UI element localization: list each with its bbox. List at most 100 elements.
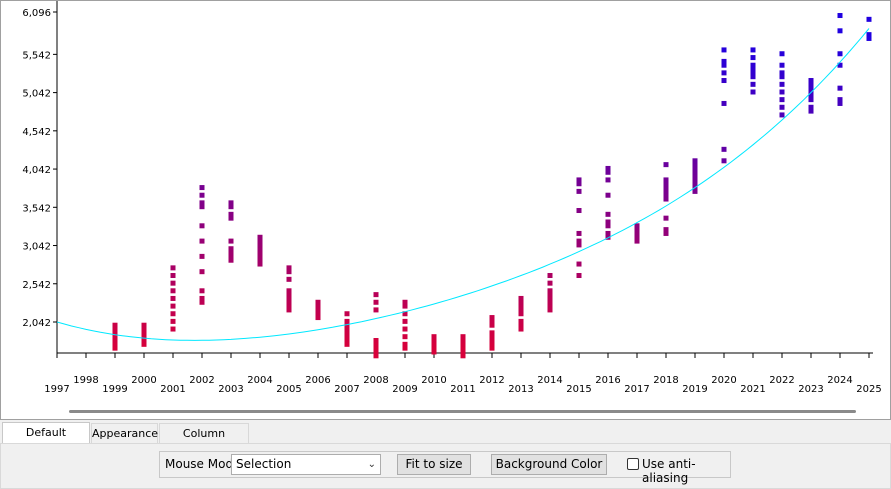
data-point: [402, 334, 408, 340]
data-point: [199, 269, 205, 275]
data-point: [518, 322, 524, 328]
x-tick-label: 2020: [711, 375, 736, 386]
data-point: [750, 55, 756, 61]
data-point: [779, 112, 785, 118]
data-point: [750, 47, 756, 53]
data-point: [431, 341, 437, 347]
mouse-mode-select[interactable]: Selection ⌄: [231, 454, 381, 475]
fit-to-size-button[interactable]: Fit to size: [397, 454, 471, 475]
data-point: [257, 234, 263, 240]
trend-line: [56, 28, 870, 341]
data-point: [344, 338, 350, 344]
data-point: [170, 318, 176, 324]
data-point: [373, 307, 379, 313]
antialias-checkbox[interactable]: [627, 458, 639, 470]
data-point: [257, 250, 263, 256]
data-point: [837, 62, 843, 68]
data-point: [228, 238, 234, 244]
x-tick-label: 2008: [363, 375, 388, 386]
data-point: [837, 85, 843, 91]
data-point: [170, 311, 176, 317]
y-tick-label: 5,042: [22, 89, 51, 100]
data-point: [634, 227, 640, 233]
data-point: [199, 288, 205, 294]
x-tick-label: 2016: [595, 375, 620, 386]
data-point: [315, 303, 321, 309]
data-point: [460, 334, 466, 340]
y-tick-label: 4,542: [22, 127, 51, 138]
data-point: [402, 299, 408, 305]
data-point: [141, 334, 147, 340]
data-point: [808, 78, 814, 84]
horizontal-scrollbar[interactable]: [69, 410, 856, 413]
x-tick-label: 2007: [334, 384, 359, 395]
data-point: [576, 230, 582, 236]
data-point: [489, 341, 495, 347]
data-point: [808, 104, 814, 110]
data-point: [344, 311, 350, 317]
data-point: [547, 288, 553, 294]
data-point: [808, 81, 814, 87]
data-point: [692, 165, 698, 171]
x-tick-label: 2003: [218, 384, 243, 395]
data-point: [489, 330, 495, 336]
x-tick-label: 2014: [537, 375, 562, 386]
data-point: [518, 303, 524, 309]
data-point: [547, 273, 553, 279]
x-tick-label: 2023: [798, 384, 823, 395]
data-point: [257, 242, 263, 248]
tab-default-settings[interactable]: Default Settings: [2, 422, 90, 459]
scatter-chart[interactable]: 2,042 2,542 3,042 3,542 4,042 4,542 5,042 5,542…: [1, 1, 890, 419]
plot-panel[interactable]: 2,042 2,542 3,042 3,542 4,042 4,542 5,042 5,542…: [0, 0, 891, 420]
data-point: [170, 265, 176, 271]
x-tick-label: 2011: [450, 384, 475, 395]
data-point: [170, 280, 176, 286]
data-point: [199, 185, 205, 191]
data-point: [605, 177, 611, 183]
data-point: [257, 261, 263, 267]
data-point: [518, 307, 524, 313]
data-point: [431, 345, 437, 351]
y-tick-label: 2,542: [22, 280, 51, 291]
data-point: [692, 162, 698, 168]
mouse-mode-label: Mouse Mode: [165, 457, 241, 471]
tab-appearance[interactable]: Appearance: [91, 423, 158, 443]
data-point: [547, 295, 553, 301]
data-point: [547, 280, 553, 286]
data-point: [112, 326, 118, 332]
x-tick-label: 2004: [247, 375, 272, 386]
background-color-button[interactable]: Background Color: [491, 454, 607, 475]
data-point: [344, 341, 350, 347]
data-point: [402, 303, 408, 309]
data-point: [257, 238, 263, 244]
data-point: [576, 208, 582, 214]
data-point: [866, 32, 872, 38]
data-point: [808, 93, 814, 99]
data-point: [170, 273, 176, 279]
x-tick-label: 2021: [740, 384, 765, 395]
data-point: [837, 97, 843, 103]
data-point: [663, 215, 669, 221]
data-point: [576, 273, 582, 279]
tab-column-selection[interactable]: Column Selection: [159, 423, 249, 460]
data-point: [663, 192, 669, 198]
data-point: [808, 85, 814, 91]
data-point: [431, 338, 437, 344]
data-point: [576, 181, 582, 187]
data-point: [721, 47, 727, 53]
x-tick-label: 2022: [769, 375, 794, 386]
data-point: [605, 223, 611, 229]
data-point: [228, 204, 234, 210]
data-point: [692, 173, 698, 179]
mouse-mode-value: Selection: [236, 457, 292, 471]
data-point: [228, 250, 234, 256]
data-point: [286, 265, 292, 271]
x-tick-label: 1999: [102, 384, 127, 395]
data-point: [402, 341, 408, 347]
data-point: [141, 326, 147, 332]
x-tick-label: 2025: [856, 384, 881, 395]
x-tick-label: 2015: [566, 384, 591, 395]
data-point: [199, 238, 205, 244]
data-point: [779, 74, 785, 80]
data-point: [837, 100, 843, 106]
